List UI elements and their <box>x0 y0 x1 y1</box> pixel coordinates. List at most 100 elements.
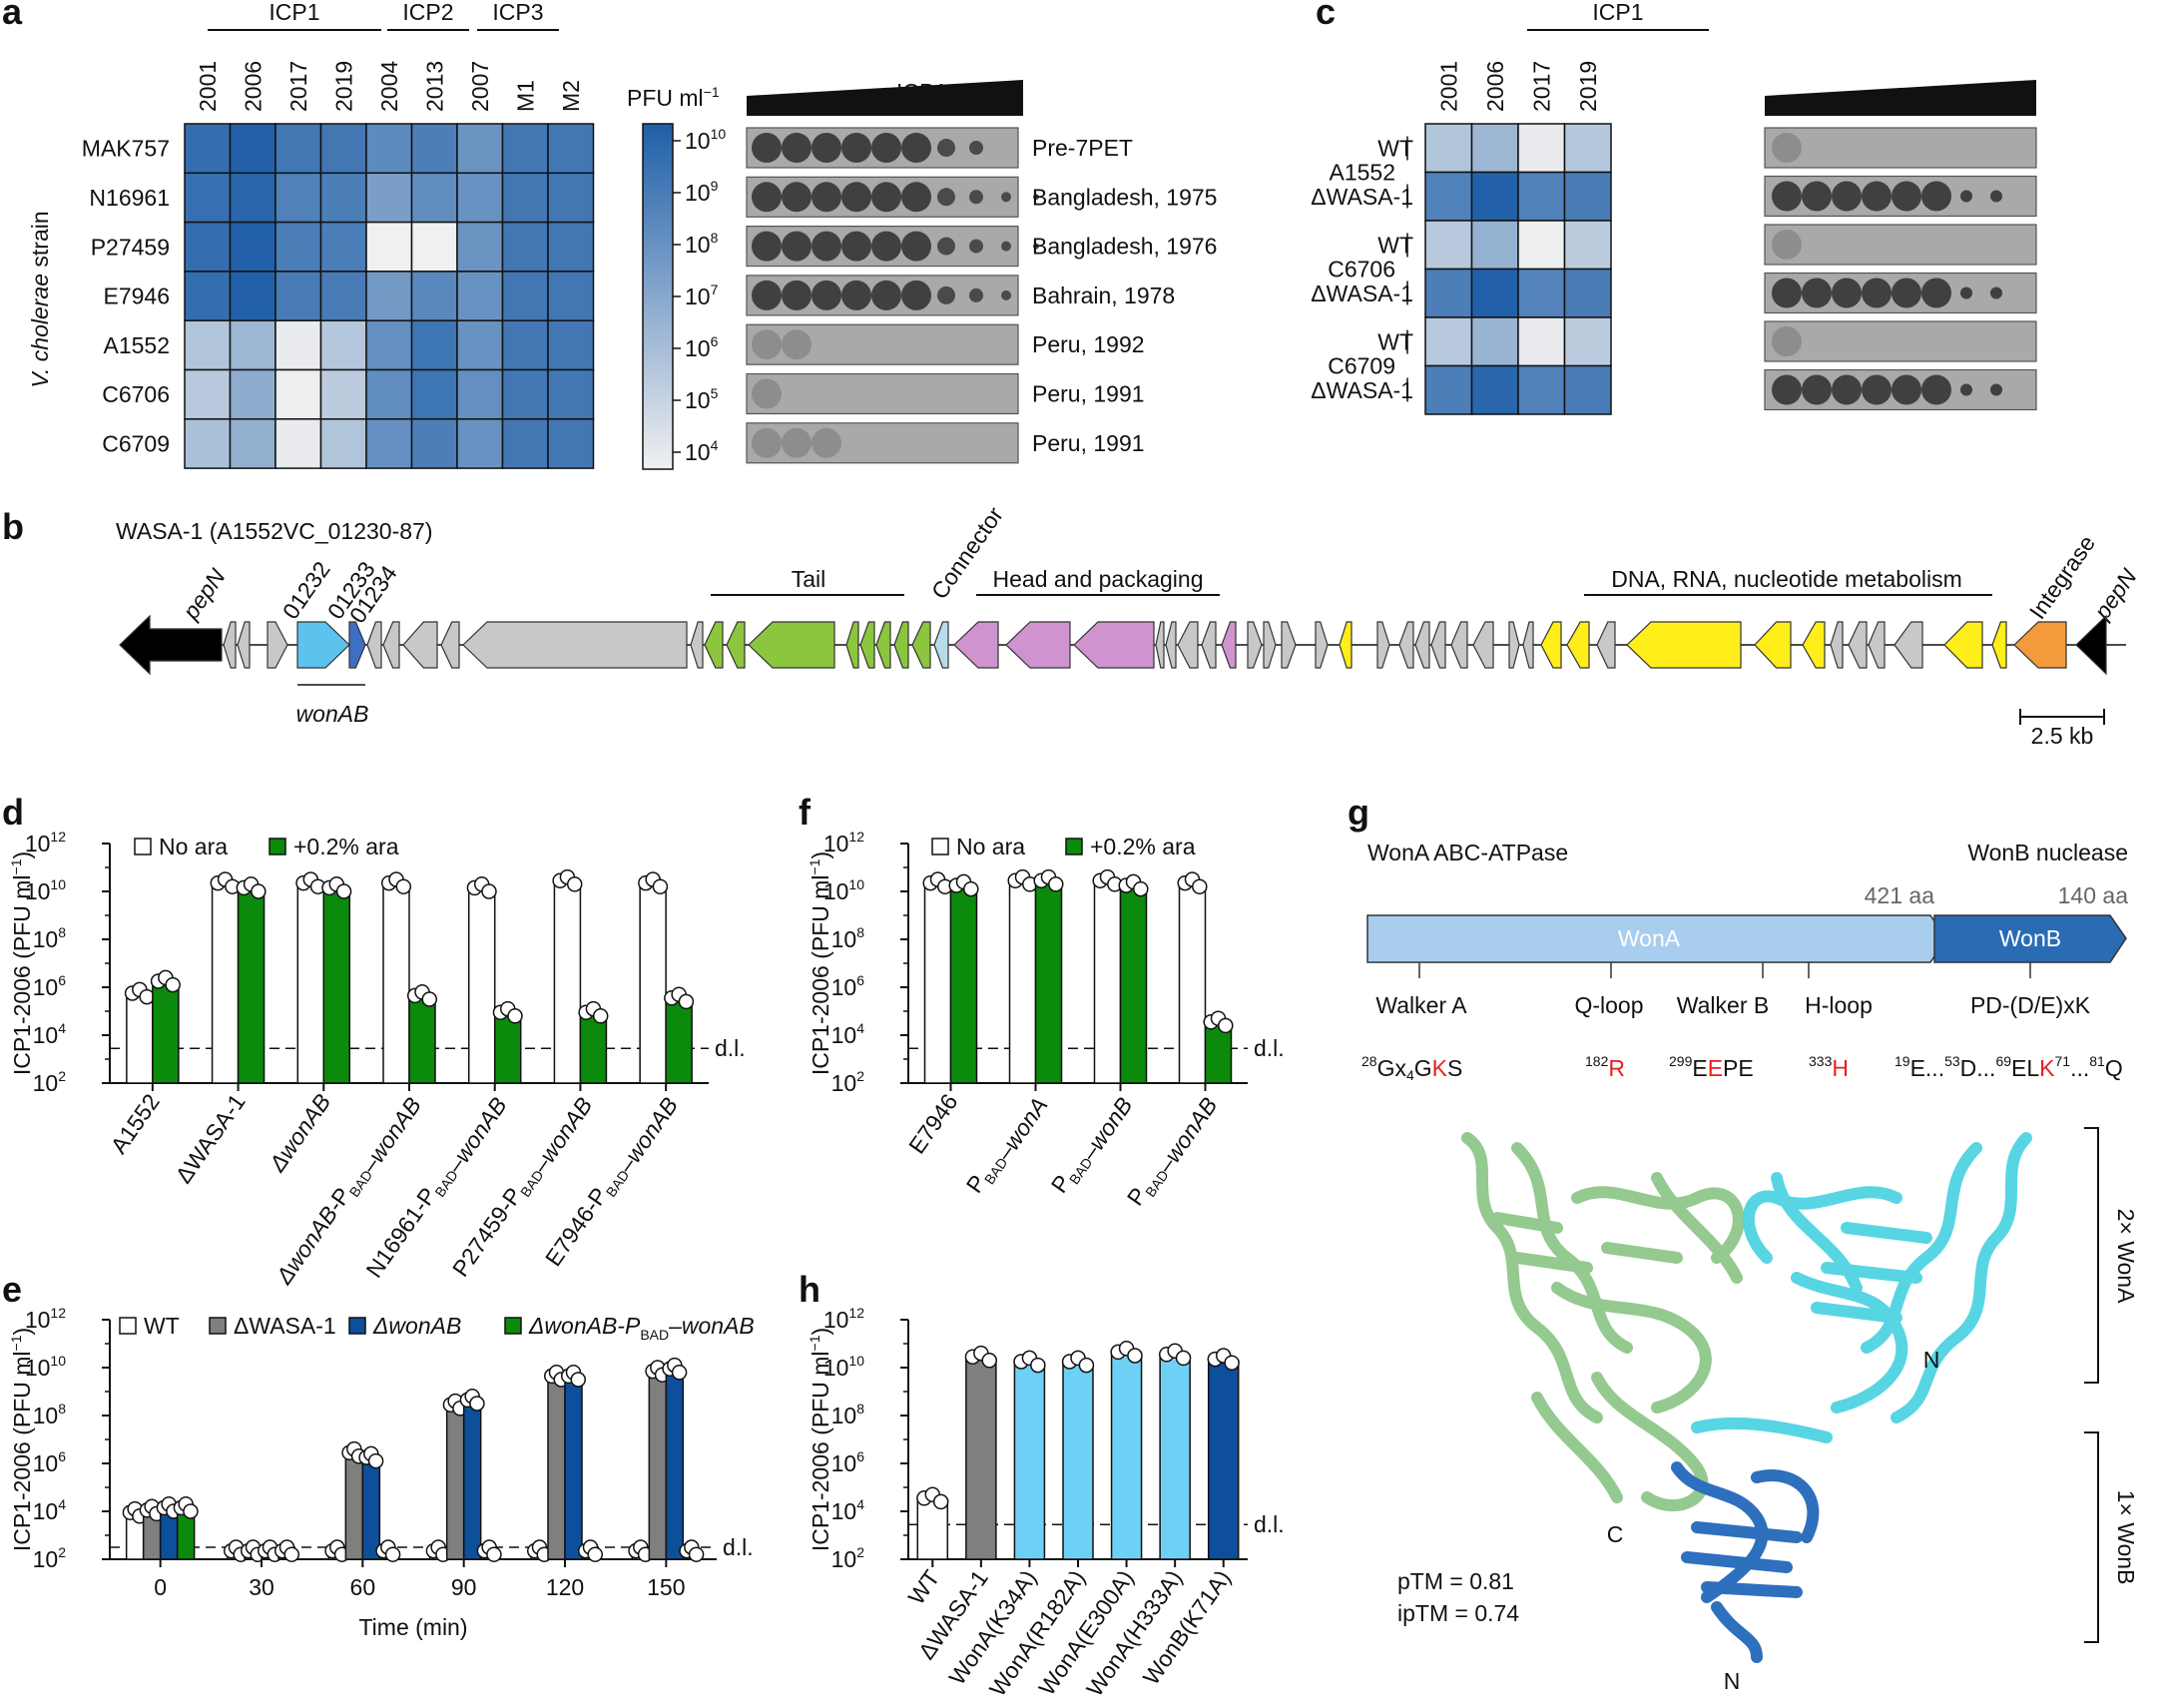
colorbar <box>642 123 674 470</box>
gene-arrow <box>440 621 460 669</box>
gene-arrow <box>1201 621 1217 669</box>
ptm-score: pTM = 0.81 <box>1397 1568 1514 1594</box>
gene-arrow <box>1522 621 1534 669</box>
plaque-spot <box>812 133 841 163</box>
seq-pdexk: 19E...53D...69ELK71...81Q <box>1894 1053 2123 1081</box>
replicate-point <box>165 976 181 993</box>
legend-label: +0.2% ara <box>293 834 399 859</box>
x-axis-label: Time (min) <box>358 1614 467 1640</box>
gene-arrow <box>296 621 350 669</box>
strain-label: A1552 <box>103 332 170 358</box>
genotype-label: ΔWASA-1 <box>1311 377 1413 403</box>
gene-arrow <box>1540 621 1562 669</box>
plaque-spot <box>782 427 812 458</box>
replicate-point <box>384 1546 401 1562</box>
plaque-assay-image <box>746 422 1019 464</box>
gene-arrow <box>1868 621 1886 669</box>
x-tick-label: WT <box>903 1565 945 1609</box>
bar <box>579 1012 608 1084</box>
heatmap-cell <box>501 418 549 469</box>
phage-label-c: 2006 <box>1482 61 1508 112</box>
heatmap-cell-c <box>1517 268 1566 318</box>
heatmap-cell <box>456 172 504 224</box>
gene-arrow <box>1802 621 1826 669</box>
colorbar-tick: 107 <box>685 282 719 309</box>
strain-origin: Bangladesh, 1975 <box>1032 184 1217 210</box>
heatmap-cell <box>456 368 504 420</box>
legend-label: WT <box>144 1313 180 1339</box>
heatmap-cell <box>501 221 549 273</box>
gene-arrow <box>1165 621 1177 669</box>
panel-b-label: b <box>2 506 24 547</box>
plaque-spot <box>937 237 955 256</box>
gene-01232-label: 01232 <box>277 557 335 624</box>
plaque-spot <box>901 280 931 310</box>
gene-arrow <box>1450 621 1468 669</box>
heatmap-cell <box>274 123 322 175</box>
phage-label: 2017 <box>285 61 311 112</box>
bar <box>382 883 410 1084</box>
plaque-spot-c <box>1772 326 1802 356</box>
plaque-assay-image-c <box>1764 320 2037 362</box>
phage-label: 2001 <box>195 61 221 112</box>
bar <box>408 995 436 1084</box>
y-tick-label: 1010 <box>823 1353 864 1381</box>
strain-label: C6709 <box>102 430 170 456</box>
bar <box>949 885 978 1084</box>
replicate-point <box>1133 880 1149 897</box>
heatmap-cell <box>274 418 322 469</box>
y-axis-label: ICP1-2006 (PFU ml−1) <box>8 1328 35 1551</box>
plaque-spot <box>752 182 782 213</box>
terminus-n2: N <box>1724 1668 1741 1694</box>
replicate-point <box>1078 1357 1095 1374</box>
x-tick-label: ΔWASA-1 <box>170 1089 250 1188</box>
gene-arrow <box>1339 621 1352 669</box>
wonb-chain <box>1671 1461 1820 1663</box>
plaque-spot-c <box>1802 374 1832 405</box>
heatmap-cell <box>229 368 276 420</box>
motif-h-loop: H-loop <box>1805 992 1873 1018</box>
legend-label: No ara <box>159 834 228 859</box>
detection-limit-label: d.l. <box>1254 1511 1285 1537</box>
gene-arrow <box>1177 621 1199 669</box>
panel-a-ylabel: V. cholerae strain <box>27 211 53 387</box>
strain-origin: Pre-7PET <box>1032 135 1133 161</box>
strain-label: N16961 <box>89 185 170 211</box>
strain-origin: Peru, 1991 <box>1032 430 1145 456</box>
y-axis-label: ICP1-2006 (PFU ml−1) <box>807 852 833 1075</box>
heatmap-cell <box>501 123 549 175</box>
plaque-spot <box>752 231 782 262</box>
gene-arrow <box>348 621 366 669</box>
plaque-spot <box>782 182 812 213</box>
x-tick-label: ΔwonAB <box>264 1089 336 1177</box>
heatmap-cell <box>410 418 458 469</box>
x-tick-label: 30 <box>249 1574 274 1600</box>
plaque-spot-c <box>1802 181 1832 212</box>
plaque-spot <box>1001 241 1011 252</box>
heatmap-cell <box>456 271 504 321</box>
replicate-point <box>587 1546 604 1562</box>
heatmap-cell <box>410 172 458 224</box>
legend-swatch <box>269 838 286 855</box>
wona-length: 421 aa <box>1865 882 1935 908</box>
bar <box>152 981 180 1084</box>
plaque-spot <box>969 141 983 155</box>
wona-bar-label: WonA <box>1618 925 1681 951</box>
colorbar-tick: 108 <box>685 230 719 258</box>
heatmap-cell <box>319 172 367 224</box>
bar <box>493 1012 522 1084</box>
plaque-spot <box>901 231 931 262</box>
gene-arrow <box>1263 621 1277 669</box>
heatmap-cell <box>274 221 322 273</box>
heatmap-cell <box>547 418 595 469</box>
phage-label: 2004 <box>376 61 402 112</box>
plaque-spot <box>937 188 955 207</box>
gene-arrow <box>911 621 931 669</box>
y-tick-label: 1010 <box>823 876 864 904</box>
motif-pdexk: PD-(D/E)xK <box>1970 992 2091 1018</box>
heatmap-cell-c <box>1470 171 1519 222</box>
wona-chain-cyan <box>1691 1132 2032 1443</box>
y-tick-label: 102 <box>33 1544 67 1572</box>
